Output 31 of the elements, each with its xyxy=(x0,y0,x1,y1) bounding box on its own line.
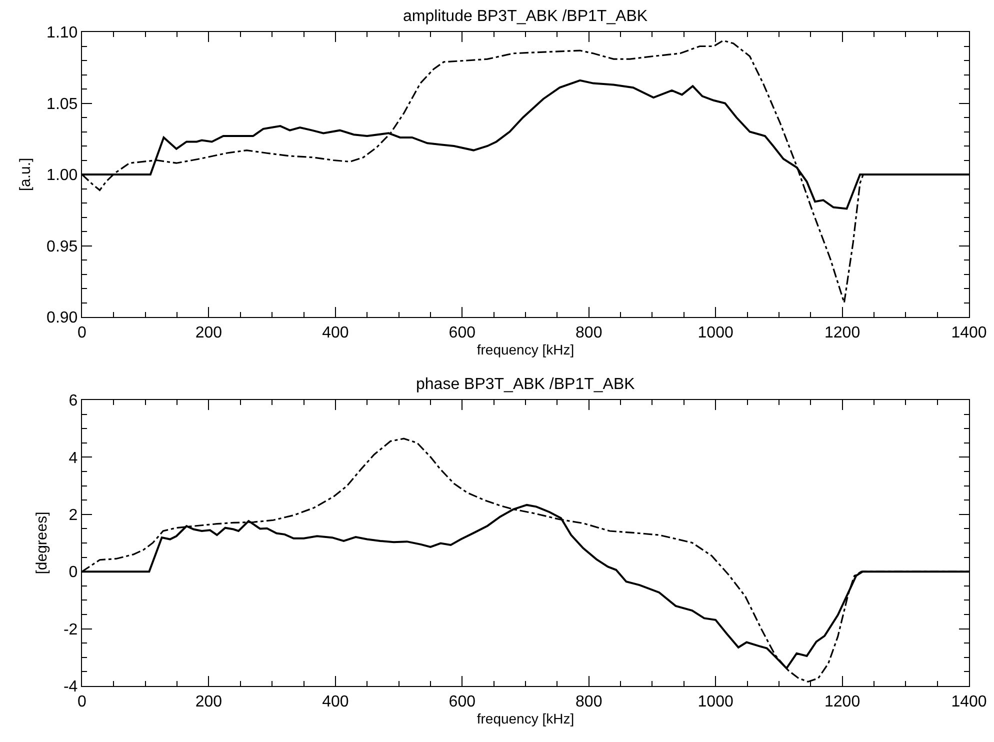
x-tick-label: 800 xyxy=(576,693,602,710)
x-tick-label: 1000 xyxy=(698,693,734,710)
y-tick-label: 0.95 xyxy=(46,238,78,256)
x-tick-label: 400 xyxy=(322,324,349,342)
x-tick-label: 1200 xyxy=(824,693,860,710)
chart-title: phase BP3T_ABK /BP1T_ABK xyxy=(416,376,636,393)
x-axis-title: frequency [kHz] xyxy=(476,710,574,727)
x-tick-label: 1400 xyxy=(951,693,987,710)
x-tick-label: 200 xyxy=(195,324,222,342)
x-tick-label: 600 xyxy=(448,693,476,710)
x-tick-label: 400 xyxy=(322,693,349,710)
y-axis-title: [degrees] xyxy=(34,512,51,574)
x-tick-label: 1200 xyxy=(824,324,860,342)
y-tick-label: 1.00 xyxy=(46,167,78,184)
y-tick-label: 1.10 xyxy=(46,24,78,42)
y-tick-label: 1.05 xyxy=(46,96,78,113)
chart-title: amplitude BP3T_ABK /BP1T_ABK xyxy=(403,8,648,25)
x-axis-title: frequency [kHz] xyxy=(476,342,574,358)
y-tick-label: 2 xyxy=(68,507,78,524)
x-tick-label: 800 xyxy=(576,324,602,342)
y-tick-label: -2 xyxy=(63,621,78,638)
x-tick-label: 200 xyxy=(195,693,222,710)
y-tick-label: -4 xyxy=(63,678,78,696)
y-tick-label: 4 xyxy=(68,450,78,467)
y-tick-label: 6 xyxy=(68,392,78,410)
y-tick-label: 0 xyxy=(68,564,78,582)
x-tick-label: 1400 xyxy=(951,324,987,342)
x-tick-label: 600 xyxy=(448,324,476,342)
x-tick-label: 1000 xyxy=(698,324,734,342)
y-axis-title: [a.u.] xyxy=(16,158,34,192)
y-tick-label: 0.90 xyxy=(46,310,78,327)
